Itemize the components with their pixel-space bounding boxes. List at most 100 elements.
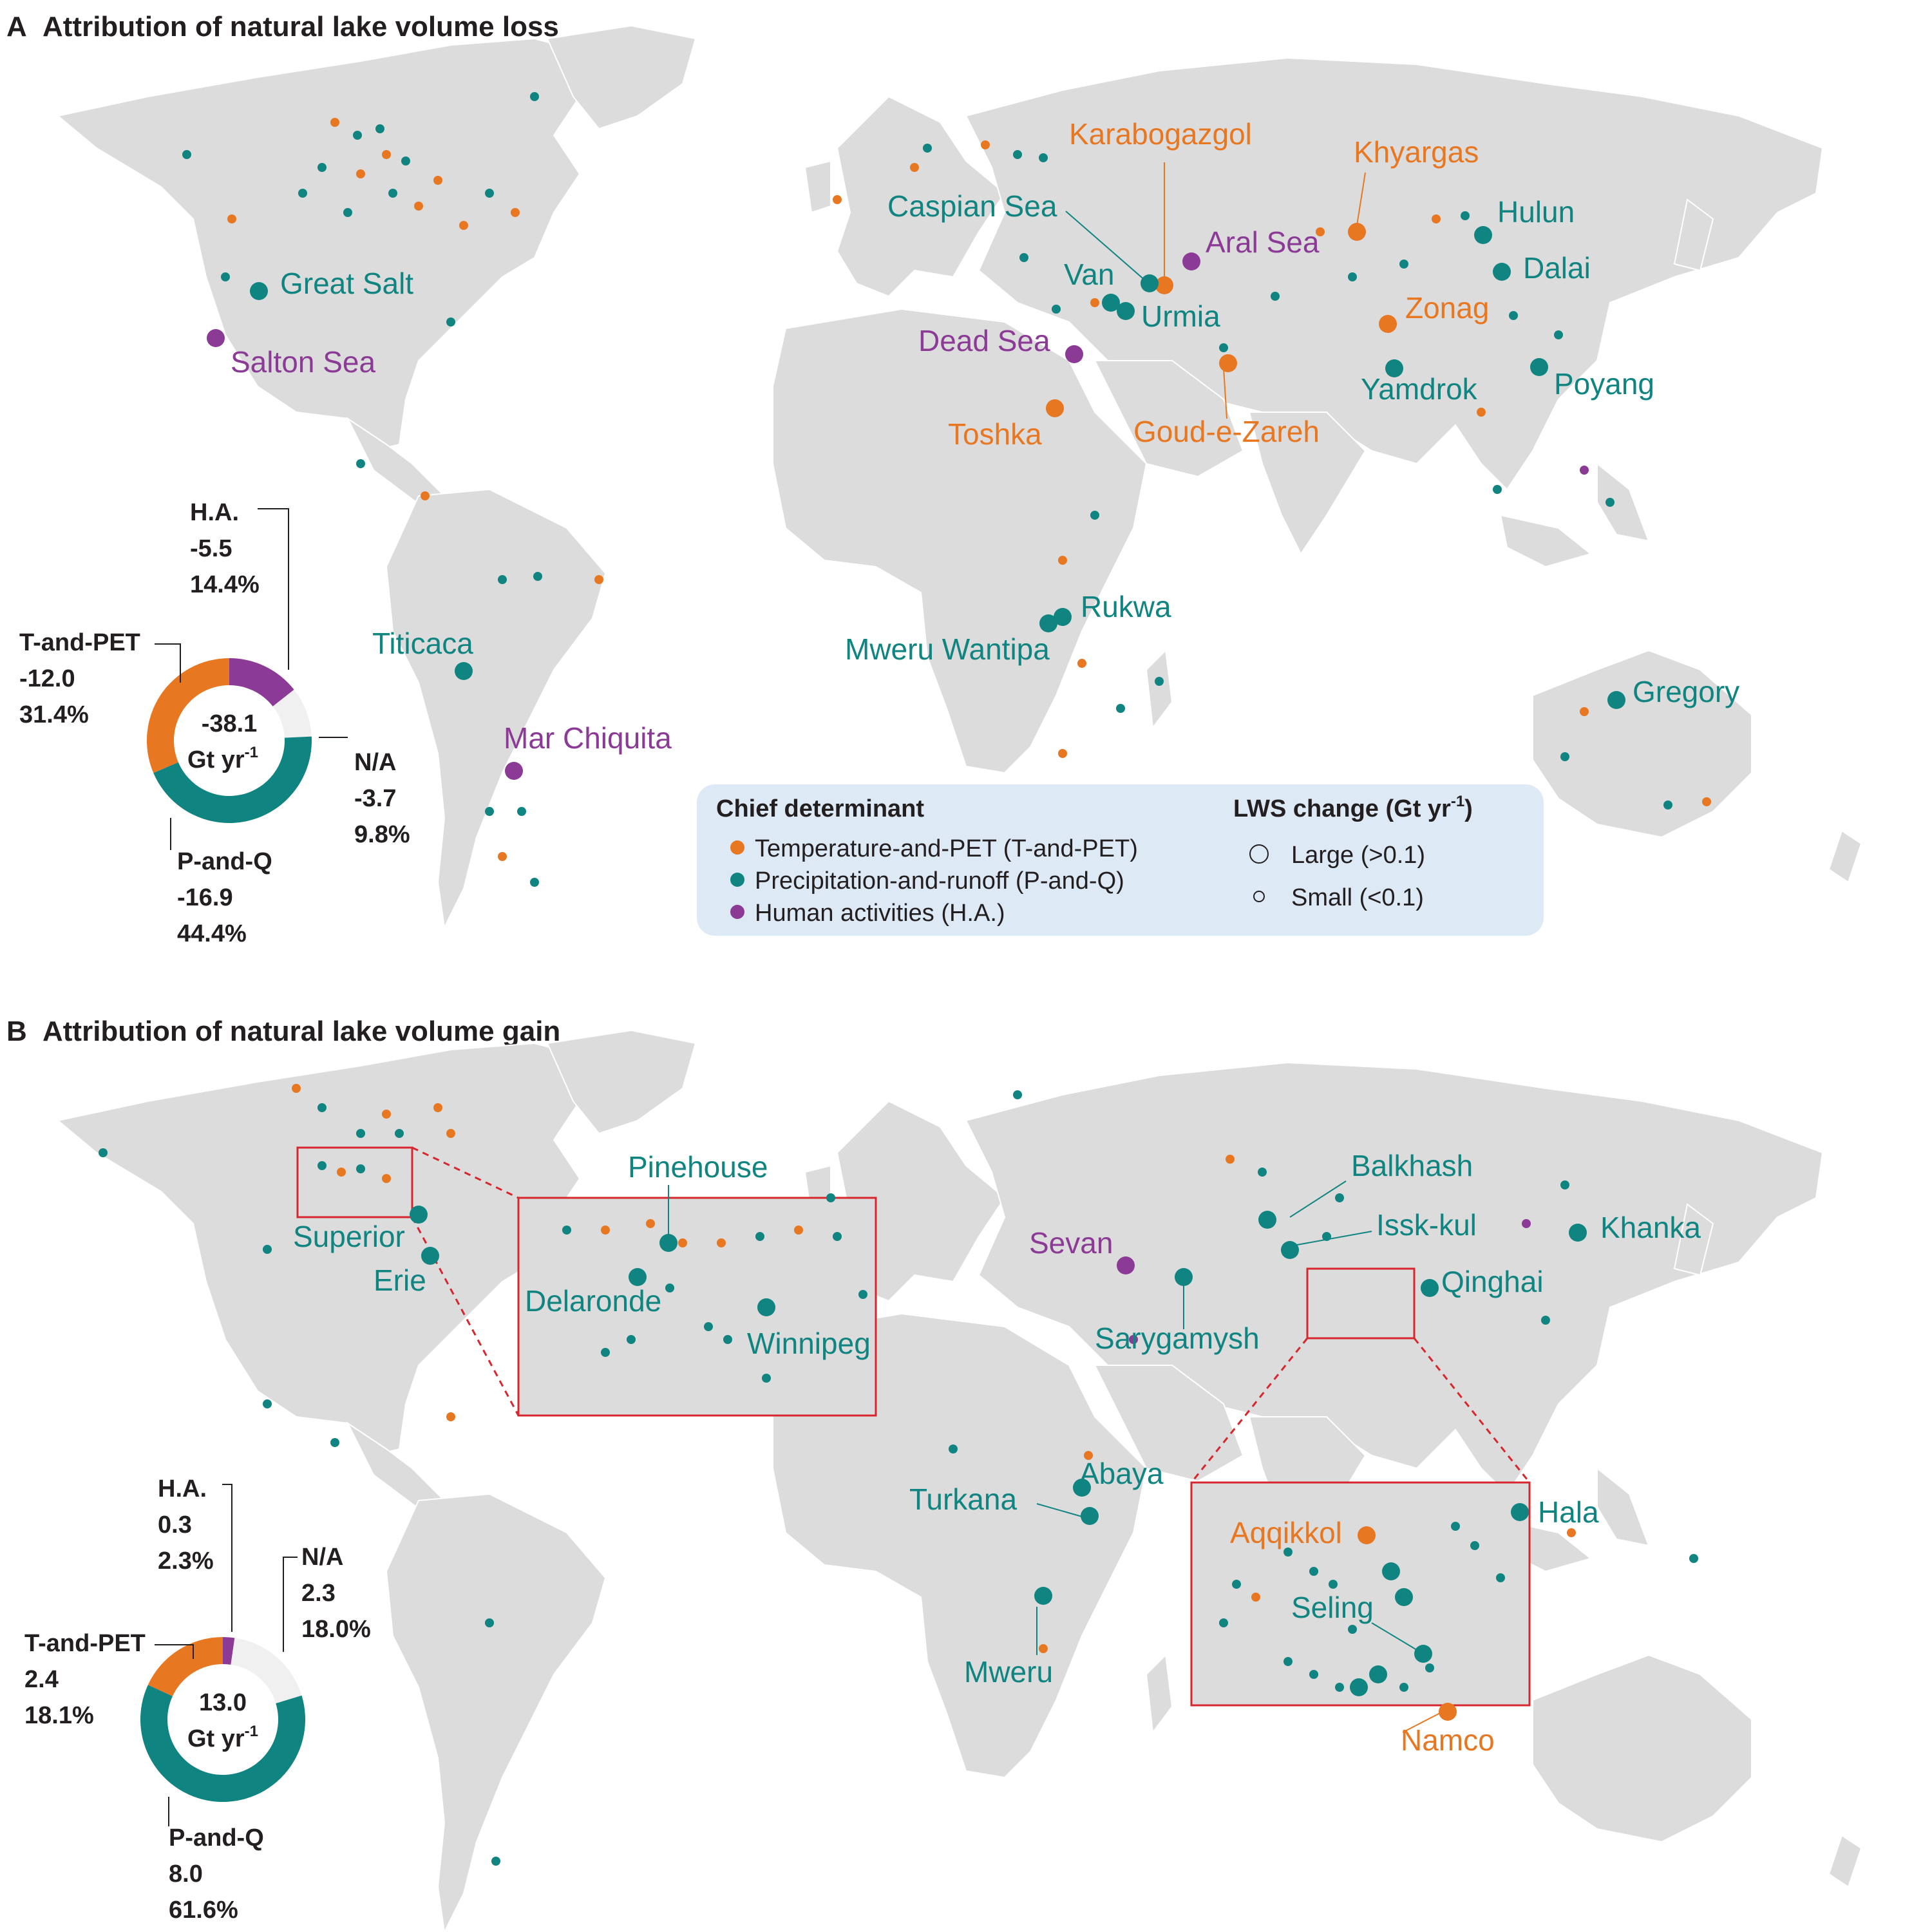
lake-marker (833, 195, 842, 204)
lake-marker (757, 1298, 775, 1316)
lake-label-sevan: Sevan (1029, 1226, 1113, 1260)
lake-label-poyang: Poyang (1554, 367, 1654, 401)
lake-label-superior: Superior (293, 1220, 405, 1253)
lake-marker (356, 459, 365, 468)
leader-line (1402, 1711, 1443, 1733)
lake-label-zonag: Zonag (1405, 291, 1489, 325)
panel-b-title: Attribution of natural lake volume gain (43, 1016, 560, 1047)
lake-marker (343, 208, 352, 217)
lake-marker (395, 1129, 404, 1138)
lake-marker (1395, 1588, 1413, 1606)
donut-a-na-value: -3.7 (354, 785, 396, 812)
lake-marker (1090, 511, 1099, 520)
lake-marker (221, 272, 230, 281)
leader-line (1356, 172, 1366, 226)
donut-b-pq-name: P-and-Q (169, 1824, 264, 1852)
legend: Chief determinant Temperature-and-PET (T… (697, 784, 1544, 936)
lake-label-van: Van (1064, 258, 1114, 291)
lake-marker (1477, 408, 1486, 417)
leader-line (1289, 1180, 1347, 1218)
lake-marker (1350, 1678, 1368, 1696)
donut-a-na-pct: 9.8% (354, 821, 410, 848)
leader-line (1223, 368, 1227, 419)
lake-marker (833, 1232, 842, 1241)
lake-marker (382, 150, 391, 159)
donut-a-ha-leader (258, 508, 289, 670)
lake-marker (505, 762, 523, 780)
lake-marker (1283, 1657, 1293, 1666)
panel-b-lake-markers (99, 1084, 1698, 1866)
lake-marker (1117, 302, 1135, 320)
lake-marker (659, 1234, 677, 1252)
lake-label-qinghai: Qinghai (1441, 1265, 1544, 1298)
lake-marker (858, 1290, 867, 1299)
lake-marker (1129, 1335, 1138, 1344)
donut-chart-loss: -38.1 Gt yr-1 H.A. -5.5 14.4% N/A -3.7 9… (19, 499, 410, 947)
lake-marker (421, 491, 430, 500)
lake-marker (1258, 1211, 1276, 1229)
lake-marker (794, 1226, 803, 1235)
lake-label-winnipeg: Winnipeg (747, 1327, 871, 1360)
lake-marker (1474, 226, 1492, 244)
donut-a-center-unit: Gt yr-1 (187, 744, 258, 773)
lake-label-toshka: Toshka (948, 417, 1042, 451)
lake-marker (1522, 1219, 1531, 1228)
lake-label-erie: Erie (374, 1264, 426, 1297)
lake-label-sarygamysh: Sarygamysh (1095, 1321, 1260, 1355)
lake-label-yamdrok: Yamdrok (1361, 372, 1478, 406)
lake-marker (1155, 677, 1164, 686)
lake-marker (723, 1335, 732, 1344)
lake-label-abaya: Abaya (1079, 1457, 1164, 1490)
lake-marker (1689, 1554, 1698, 1563)
lake-marker (627, 1335, 636, 1344)
donut-a-ha-name: H.A. (190, 499, 239, 526)
lake-marker (207, 329, 225, 347)
lake-marker (910, 163, 919, 172)
lake-marker (1019, 253, 1028, 262)
lake-marker (1348, 272, 1357, 281)
lake-marker (1058, 556, 1067, 565)
lake-marker (1580, 707, 1589, 716)
lake-marker (1309, 1567, 1318, 1576)
lake-marker (1013, 150, 1022, 159)
lake-marker (1560, 752, 1569, 761)
donut-b-ha-leader (222, 1484, 232, 1632)
donut-a-tp-leader (155, 643, 181, 683)
lake-marker (594, 575, 603, 584)
lake-marker (491, 1857, 500, 1866)
legend-item-t-and-pet: Temperature-and-PET (T-and-PET) (755, 835, 1138, 862)
lake-marker (1329, 1580, 1338, 1589)
lake-marker (298, 189, 307, 198)
lake-marker (1271, 292, 1280, 301)
inset-source-north-america (296, 1146, 413, 1218)
lake-marker (485, 189, 494, 198)
lake-marker (182, 150, 191, 159)
panel-b-letter: B (6, 1016, 27, 1047)
lake-marker (717, 1238, 726, 1247)
lake-marker (1155, 276, 1173, 294)
inset-connector-tibet-left (1190, 1338, 1309, 1483)
donut-b-center-value: 13.0 (199, 1689, 247, 1716)
panel-a-letter: A (6, 11, 27, 43)
lake-marker (1283, 1548, 1293, 1557)
lake-marker (1084, 1451, 1093, 1460)
panel-b-leader-lines (668, 1180, 1443, 1733)
donut-b-ha-value: 0.3 (158, 1511, 192, 1539)
lake-marker (1607, 691, 1625, 709)
lake-marker (227, 214, 236, 223)
donut-b-tp-pct: 18.1% (24, 1702, 94, 1729)
lake-marker (1065, 345, 1083, 363)
donut-a-segment-t (146, 658, 229, 773)
lake-marker (1219, 1618, 1228, 1627)
lake-marker (1335, 1193, 1344, 1202)
donut-a-pq-value: -16.9 (177, 884, 233, 911)
lake-marker (1054, 608, 1072, 626)
lake-marker (511, 208, 520, 217)
donut-b-tp-value: 2.4 (24, 1666, 59, 1693)
lake-marker (498, 852, 507, 861)
lake-marker (646, 1219, 655, 1228)
lake-label-balkhash: Balkhash (1351, 1149, 1473, 1182)
lake-marker (1219, 343, 1228, 352)
lake-marker (410, 1206, 428, 1224)
